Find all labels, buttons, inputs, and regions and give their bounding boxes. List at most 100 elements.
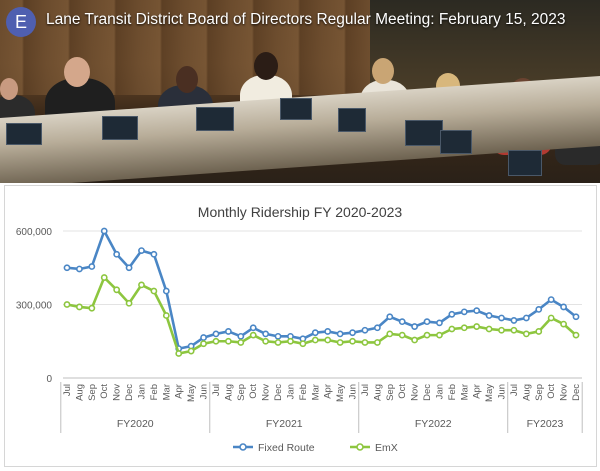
emx-point bbox=[460, 324, 468, 332]
emx-point bbox=[560, 320, 567, 328]
x-tick-label: Sep bbox=[236, 384, 247, 401]
fixed-route-point bbox=[200, 334, 207, 341]
x-tick-label: May bbox=[186, 384, 197, 402]
fiscal-year-label: FY2023 bbox=[527, 418, 564, 430]
x-tick-label: Nov bbox=[112, 384, 123, 401]
x-tick-label: Mar bbox=[161, 384, 172, 400]
x-tick-label: Mar bbox=[459, 384, 470, 400]
fixed-route-point bbox=[262, 330, 270, 338]
emx-point bbox=[249, 331, 257, 339]
emx-point bbox=[485, 325, 493, 333]
fixed-route-legend-label: Fixed Route bbox=[258, 442, 315, 454]
board-member-3-head bbox=[176, 66, 198, 93]
x-tick-label: Nov bbox=[559, 384, 570, 401]
y-tick-label: 300,000 bbox=[16, 301, 53, 312]
fixed-route-point bbox=[63, 264, 71, 272]
video-title: Lane Transit District Board of Directors… bbox=[46, 11, 566, 28]
ridership-chart-card: Monthly Ridership FY 2020-2023 0 300,000 6… bbox=[4, 185, 597, 467]
fixed-route-point bbox=[386, 313, 394, 321]
fixed-route-point bbox=[88, 263, 96, 270]
fiscal-year-label: FY2021 bbox=[266, 418, 303, 430]
board-member-4-head bbox=[254, 52, 278, 80]
x-tick-label: May bbox=[484, 384, 495, 402]
emx-point bbox=[187, 347, 195, 355]
fixed-route-point bbox=[150, 250, 158, 258]
emx-point bbox=[262, 337, 270, 345]
emx-point bbox=[113, 286, 121, 294]
x-tick-label: Mar bbox=[310, 384, 321, 400]
emx-point bbox=[76, 303, 83, 311]
emx-point bbox=[436, 331, 443, 339]
emx-point bbox=[510, 326, 518, 334]
legend: Fixed Route EmX bbox=[233, 442, 398, 454]
x-tick-label: Dec bbox=[571, 384, 582, 401]
emx-point bbox=[175, 350, 183, 357]
x-tick-label: Jul bbox=[211, 384, 222, 396]
emx-point bbox=[386, 330, 394, 338]
fixed-route-point bbox=[373, 324, 381, 332]
fixed-route-point bbox=[224, 328, 232, 335]
x-tick-label: Jul bbox=[360, 384, 371, 396]
fixed-route-point bbox=[448, 310, 456, 318]
fixed-route-point bbox=[212, 330, 220, 338]
fixed-route-point bbox=[324, 328, 332, 335]
emx-point bbox=[423, 331, 431, 339]
x-tick-label: Dec bbox=[273, 384, 284, 401]
emx-point bbox=[88, 304, 96, 312]
fixed-route-legend-marker bbox=[239, 443, 247, 451]
emx-point bbox=[373, 339, 381, 346]
x-tick-label: Jul bbox=[509, 384, 520, 396]
board-member-5-head bbox=[372, 58, 394, 84]
x-tick-label: Jun bbox=[497, 384, 508, 399]
x-tick-label: Feb bbox=[447, 384, 458, 400]
emx-legend-marker bbox=[356, 443, 364, 451]
laptop-4 bbox=[280, 98, 312, 120]
fixed-route-point bbox=[100, 227, 108, 235]
x-tick-label: Apr bbox=[174, 384, 185, 399]
gridlines bbox=[63, 230, 582, 379]
x-tick-label: Jul bbox=[62, 384, 73, 396]
y-tick-label: 600,000 bbox=[16, 227, 53, 238]
fixed-route-point bbox=[336, 330, 344, 338]
windows bbox=[370, 0, 600, 90]
emx-point bbox=[572, 331, 580, 339]
laptop-5 bbox=[338, 108, 366, 132]
fixed-route-point bbox=[473, 307, 481, 315]
x-tick-label: Aug bbox=[372, 384, 383, 401]
emx-point bbox=[522, 330, 530, 338]
x-tick-label: Apr bbox=[323, 384, 334, 399]
x-tick-label: Oct bbox=[546, 384, 557, 399]
fixed-route-point bbox=[560, 303, 567, 311]
laptop-1 bbox=[6, 123, 42, 145]
fixed-route-point bbox=[76, 265, 83, 273]
emx-point bbox=[535, 328, 543, 335]
emx-legend-label: EmX bbox=[375, 442, 398, 454]
ridership-line-chart: Monthly Ridership FY 2020-2023 0 300,000 6… bbox=[16, 204, 583, 454]
emx-point bbox=[547, 314, 555, 322]
fixed-route-point bbox=[162, 287, 170, 295]
emx-point bbox=[212, 337, 220, 345]
x-tick-label: Jan bbox=[136, 384, 147, 399]
x-tick-label: Oct bbox=[248, 384, 259, 399]
channel-logo-badge: E bbox=[6, 7, 36, 37]
fiscal-year-label: FY2020 bbox=[117, 418, 154, 430]
x-tick-label: May bbox=[335, 384, 346, 402]
board-member-1-head bbox=[0, 78, 18, 100]
fixed-route-point bbox=[349, 329, 356, 337]
x-tick-label: Apr bbox=[472, 384, 483, 399]
emx-point bbox=[237, 339, 245, 346]
fixed-route-point bbox=[436, 319, 443, 327]
emx-point bbox=[411, 336, 419, 344]
fixed-route-point bbox=[274, 332, 282, 340]
fixed-route-point bbox=[485, 312, 493, 319]
emx-point bbox=[398, 331, 406, 339]
laptop-2 bbox=[102, 116, 138, 140]
emx-point bbox=[361, 339, 369, 346]
x-tick-label: Aug bbox=[521, 384, 532, 401]
emx-point bbox=[162, 312, 170, 319]
x-tick-label: Nov bbox=[261, 384, 272, 401]
x-tick-label: Aug bbox=[74, 384, 85, 401]
fixed-route-point bbox=[125, 264, 133, 272]
x-tick-label: Jun bbox=[199, 384, 210, 399]
emx-point bbox=[299, 340, 307, 348]
